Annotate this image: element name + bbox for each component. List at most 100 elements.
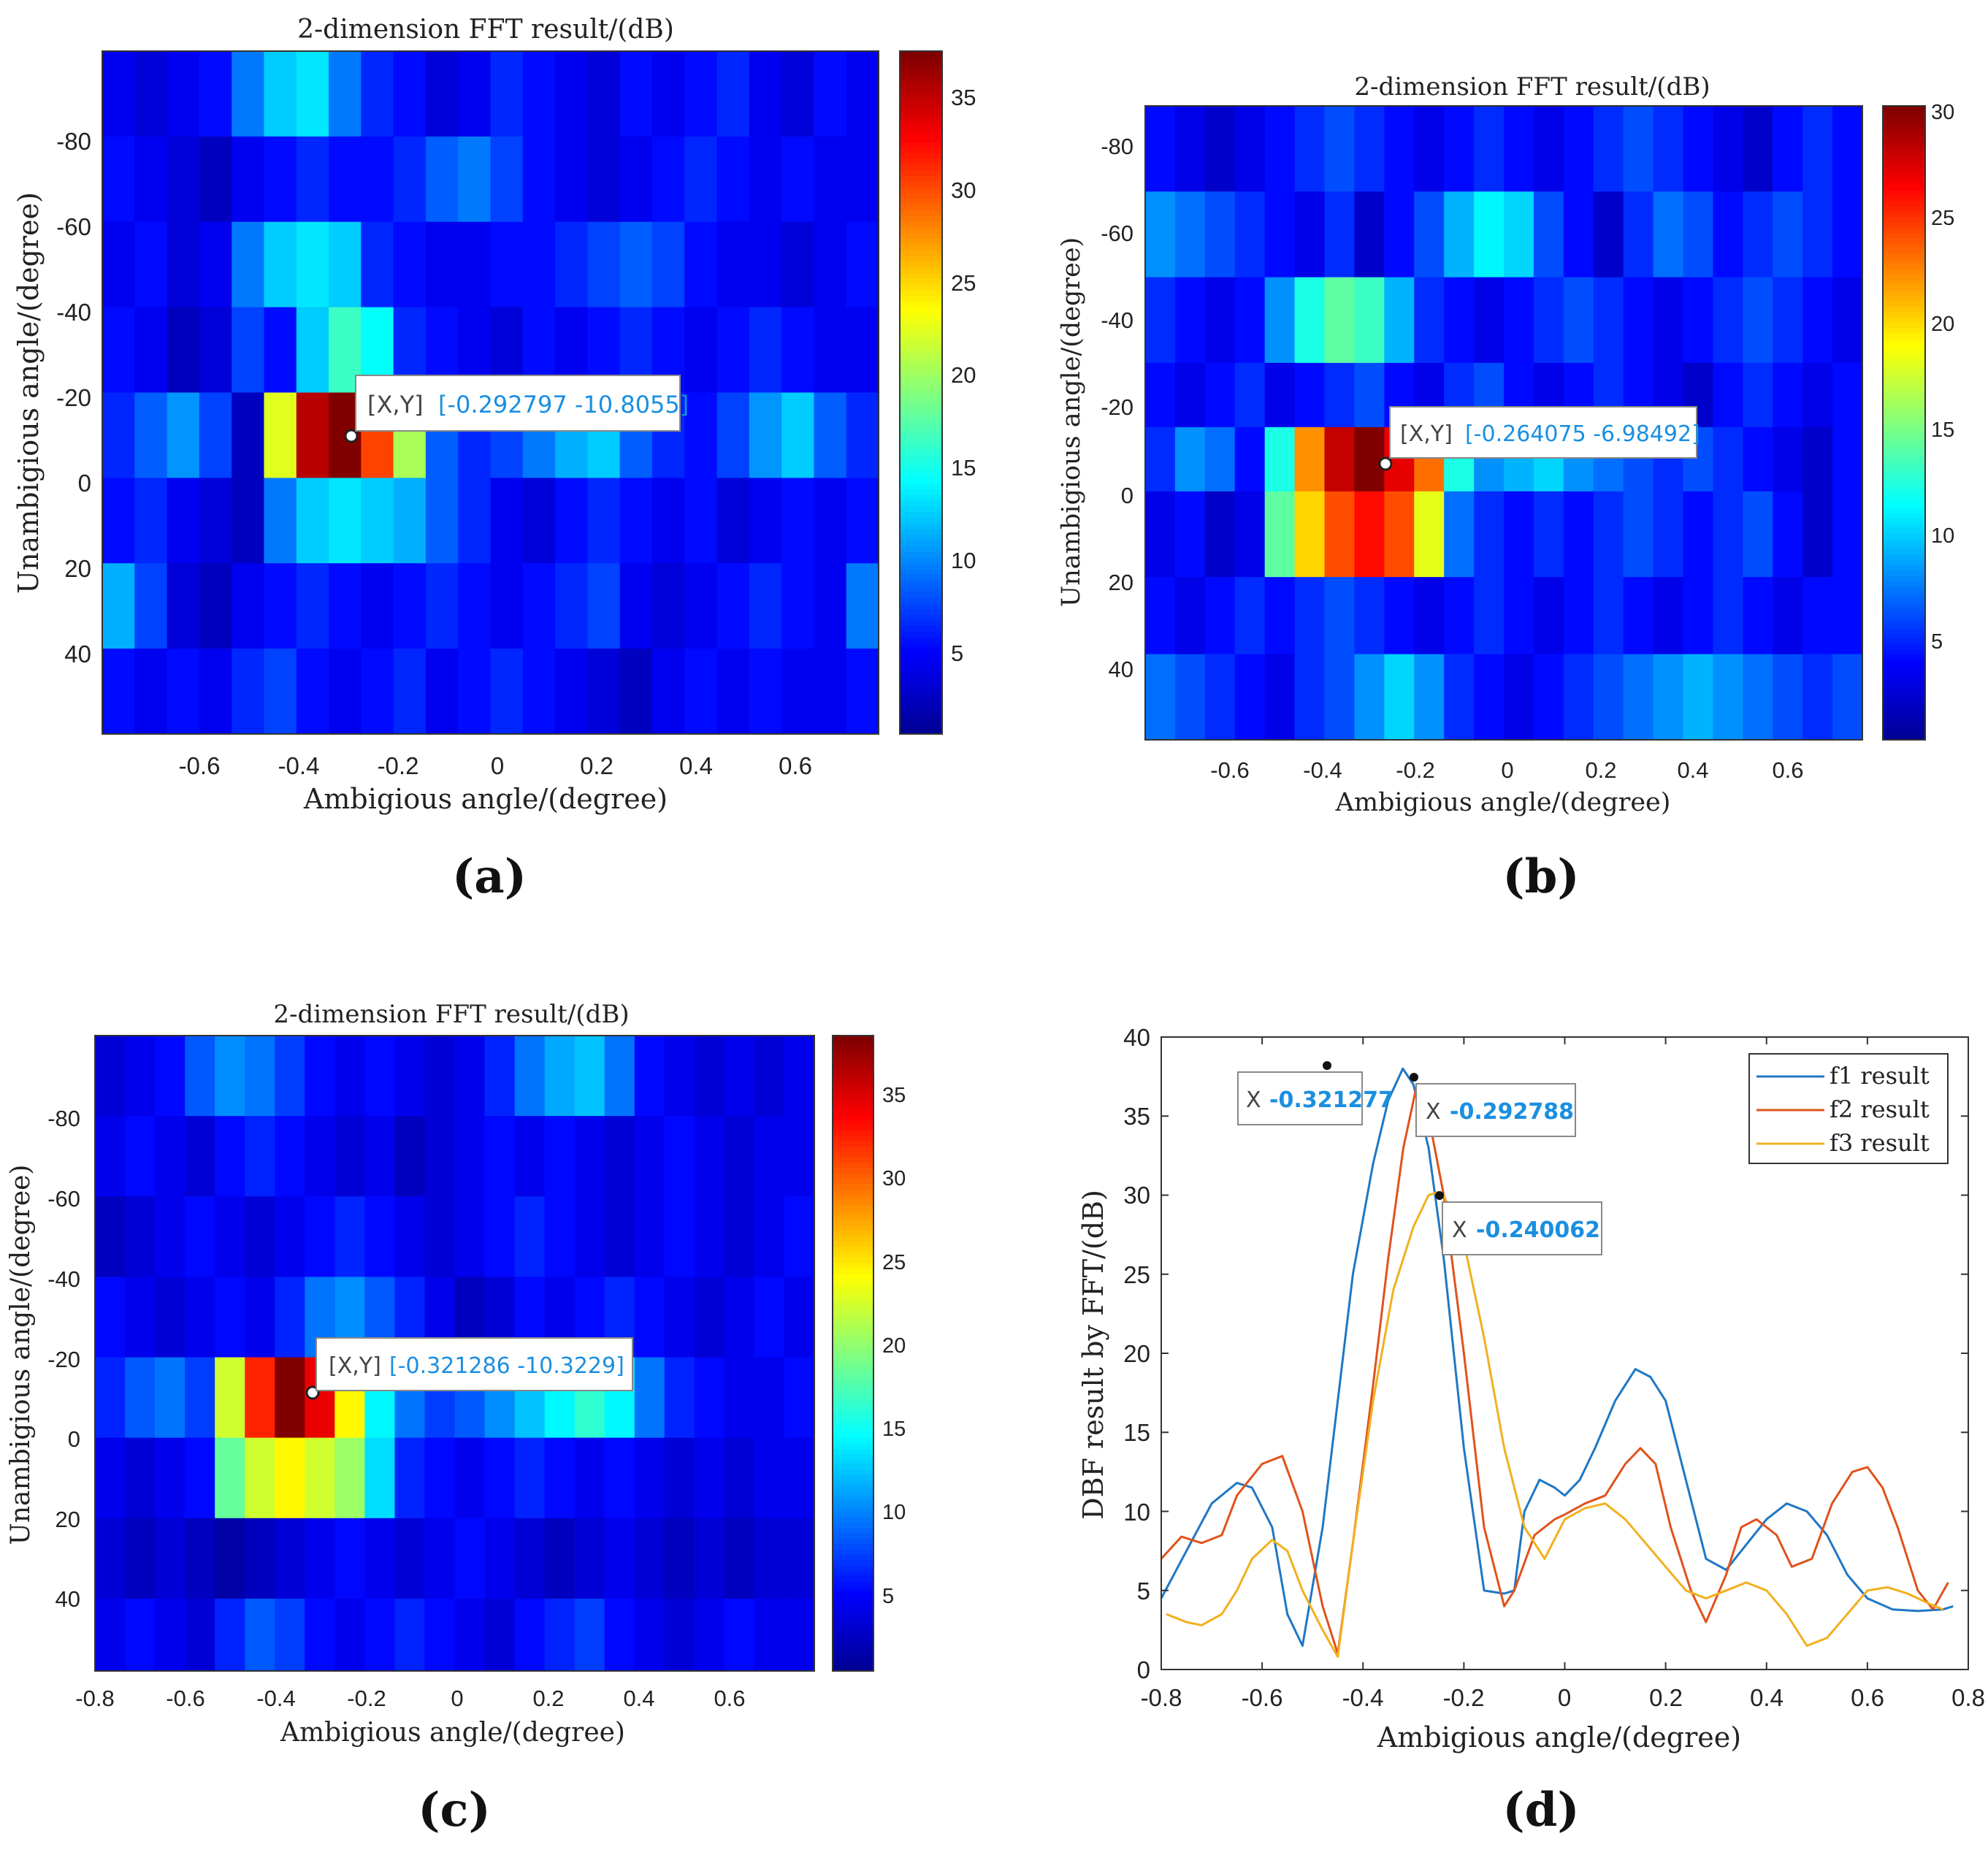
heatmap-cell [155, 1598, 186, 1672]
heatmap-cell [781, 51, 815, 137]
colorbar-step [900, 427, 942, 433]
heatmap-cell [1354, 191, 1385, 278]
datatip-d-2[interactable]: X -0.292788 [1410, 1073, 1576, 1137]
heatmap-cell [296, 392, 329, 478]
colorbar-step [833, 1353, 873, 1360]
heatmap-cell [1832, 427, 1863, 492]
colorbar-step [833, 1078, 873, 1085]
heatmap-cell [846, 649, 879, 735]
colorbar-step [900, 159, 942, 166]
heatmap-cell [245, 1437, 276, 1519]
heatmap-cell [458, 136, 492, 223]
colorbar-step [1883, 380, 1925, 387]
colorbar-step [1883, 370, 1925, 376]
heatmap-cell [1234, 491, 1266, 578]
colorbar-step [900, 665, 942, 673]
datatip-a[interactable]: [X,Y] [-0.292797 -10.8055] [344, 375, 689, 443]
colorbar-step [900, 716, 942, 724]
heatmap-cell [95, 1437, 126, 1519]
datatip-label: [X,Y] [1400, 421, 1453, 447]
heatmap-cell [245, 1518, 276, 1599]
heatmap-cell [245, 1116, 276, 1197]
colorbar-tick: 25 [1931, 207, 1954, 230]
heatmap-cell [634, 1036, 665, 1117]
colorbar-step [833, 1358, 873, 1365]
heatmap-cell [1832, 491, 1863, 578]
colorbar-step [833, 1507, 873, 1513]
colorbar-step [833, 1502, 873, 1508]
colorbar-step [1883, 581, 1925, 588]
heatmap-cell [125, 1277, 156, 1358]
colorbar-step [833, 1220, 873, 1227]
heatmap-cell [604, 1116, 635, 1197]
colorbar-step [900, 728, 942, 735]
x-tick-label: -0.4 [256, 1686, 295, 1711]
heatmap-cell [1623, 654, 1654, 741]
datatip-d-1[interactable]: X -0.321277 [1237, 1061, 1393, 1125]
heatmap-cell [1713, 577, 1744, 655]
legend-label-f1: f1 result [1830, 1062, 1930, 1090]
heatmap-cell [329, 136, 362, 223]
heatmap-cell [296, 51, 329, 137]
colorbar-step [900, 535, 942, 541]
heatmap-cell [749, 307, 782, 394]
heatmap-cell [684, 136, 718, 223]
panel-d-ylabel: DBF result by FFT/(dB) [1077, 1190, 1109, 1520]
colorbar-step [900, 210, 942, 217]
colorbar-step [900, 188, 942, 194]
colorbar-step [900, 637, 942, 644]
y-tick-label: -20 [56, 384, 91, 411]
heatmap-cell [424, 1518, 456, 1599]
colorbar-step [1883, 470, 1925, 477]
colorbar-step [833, 1623, 873, 1629]
colorbar-step [833, 1417, 873, 1423]
heatmap-cell [694, 1116, 725, 1197]
heatmap-cell [185, 1277, 215, 1358]
heatmap-cell [846, 478, 879, 564]
x-tick-label: -0.6 [1210, 757, 1249, 783]
heatmap-cell [846, 136, 879, 223]
datatip-b[interactable]: [X,Y] [-0.264075 -6.98492] [1378, 406, 1700, 471]
heatmap-cell [1145, 191, 1176, 278]
y-tick-label: -40 [47, 1266, 80, 1292]
colorbar-step [833, 1517, 873, 1523]
datatip-d-3[interactable]: X -0.240062 [1435, 1191, 1602, 1255]
heatmap-cell [1653, 577, 1684, 655]
colorbar-step [900, 215, 942, 223]
colorbar-step [833, 1644, 873, 1651]
heatmap-cell [458, 563, 492, 649]
colorbar-tick: 25 [882, 1251, 906, 1274]
datatip-value: [-0.321286 -10.3229] [389, 1353, 624, 1379]
heatmap-cell [694, 1598, 725, 1672]
heatmap-cell [634, 1277, 665, 1358]
panel-a-ylabel: Unambigious angle/(degree) [12, 192, 45, 594]
colorbar-step [1883, 486, 1925, 492]
heatmap-cell [185, 1116, 215, 1197]
heatmap-cell [232, 563, 265, 649]
colorbar-step [900, 250, 942, 257]
heatmap-cell [102, 563, 136, 649]
colorbar-step [900, 546, 942, 553]
colorbar-step [833, 1406, 873, 1412]
colorbar-step [900, 267, 942, 274]
heatmap-cell [781, 221, 815, 308]
colorbar-step [1883, 597, 1925, 603]
heatmap-cell [424, 1598, 456, 1672]
datatip-value: -0.240062 [1476, 1217, 1600, 1243]
heatmap-cell [1204, 577, 1236, 655]
heatmap-cell [305, 1598, 336, 1672]
heatmap-cell [724, 1116, 755, 1197]
x-tick-label: 0.4 [1677, 757, 1708, 783]
datatip-c[interactable]: [X,Y] [-0.321286 -10.3229] [305, 1337, 633, 1400]
heatmap-cell [1533, 106, 1564, 192]
heatmap-cell [724, 1036, 755, 1117]
heatmap-cell [694, 1277, 725, 1358]
heatmap-cell [134, 307, 168, 394]
heatmap-cell [361, 221, 394, 308]
colorbar-step [900, 153, 942, 160]
colorbar-step [1883, 528, 1925, 535]
datatip-label: [X,Y] [367, 391, 424, 418]
heatmap-cell [334, 1598, 366, 1672]
heatmap-cell [1444, 106, 1475, 192]
colorbar-step [1883, 333, 1925, 340]
